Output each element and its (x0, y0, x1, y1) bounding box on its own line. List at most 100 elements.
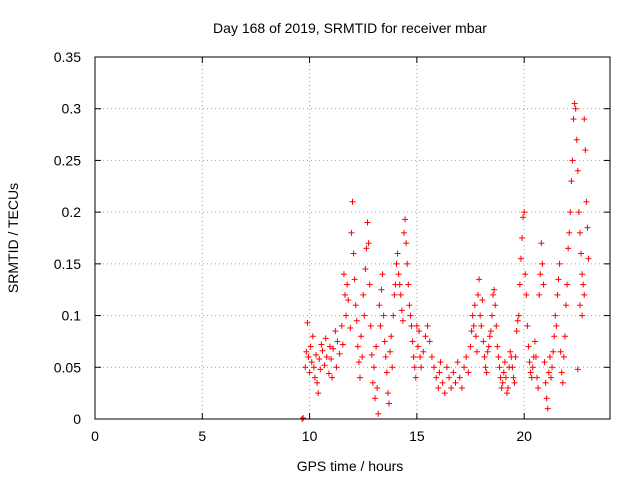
data-point (528, 374, 535, 381)
data-point (374, 384, 381, 391)
data-point (394, 250, 401, 257)
data-point (435, 384, 442, 391)
data-point (398, 307, 405, 314)
data-point (334, 338, 341, 345)
data-point (513, 328, 520, 335)
data-point (303, 348, 310, 355)
data-point (568, 178, 575, 185)
data-point (452, 379, 459, 386)
data-point (325, 370, 332, 377)
data-point (443, 364, 450, 371)
data-point (340, 271, 347, 278)
data-point (353, 317, 360, 324)
data-point (555, 276, 562, 283)
data-point (571, 100, 578, 107)
data-point (375, 410, 382, 417)
data-point (363, 245, 370, 252)
y-tick-labels: 0 0.05 0.1 0.15 0.2 0.25 0.3 0.35 (54, 49, 81, 427)
data-point (507, 348, 514, 355)
data-point (500, 369, 507, 376)
data-point (522, 271, 529, 278)
data-point (454, 359, 461, 366)
data-point (410, 353, 417, 360)
data-point (383, 369, 390, 376)
data-point (582, 147, 589, 154)
data-point (339, 341, 346, 348)
data-point (413, 322, 420, 329)
data-point (357, 374, 364, 381)
data-point (481, 353, 488, 360)
data-point (439, 379, 446, 386)
data-point (516, 281, 523, 288)
data-point (547, 374, 554, 381)
data-point (529, 364, 536, 371)
x-tick-label: 20 (516, 428, 532, 444)
data-point (576, 229, 583, 236)
data-point (336, 350, 343, 357)
data-point (450, 369, 457, 376)
data-point (326, 343, 333, 350)
data-point (369, 379, 376, 386)
data-point (388, 333, 395, 340)
data-point (406, 302, 413, 309)
data-point (482, 364, 489, 371)
y-tick-label: 0.3 (62, 101, 82, 117)
data-point (556, 260, 563, 267)
y-tick-label: 0.15 (54, 256, 81, 272)
data-point (579, 271, 586, 278)
data-point (367, 322, 374, 329)
data-point (579, 312, 586, 319)
data-point (431, 364, 438, 371)
data-point (402, 216, 409, 223)
data-point (306, 369, 313, 376)
data-point (384, 390, 391, 397)
data-point (313, 351, 320, 358)
data-point (396, 281, 403, 288)
data-point (401, 229, 407, 236)
data-point (300, 414, 307, 421)
x-axis-label: GPS time / hours (297, 458, 404, 474)
data-point (471, 302, 478, 309)
data-point (511, 379, 518, 386)
data-point (302, 364, 309, 371)
data-point (477, 312, 484, 319)
data-point (395, 271, 402, 278)
data-point (550, 348, 557, 355)
data-point (304, 319, 311, 326)
data-point (317, 366, 324, 373)
data-point (576, 302, 583, 309)
data-point (510, 374, 517, 381)
data-point (534, 374, 541, 381)
data-point (484, 348, 491, 355)
data-point (458, 384, 465, 391)
data-point (564, 281, 571, 288)
data-point (393, 260, 400, 267)
data-point (448, 384, 455, 391)
data-point (365, 240, 372, 247)
data-point (537, 271, 544, 278)
data-point (355, 359, 362, 366)
data-point (561, 333, 568, 340)
data-point (496, 364, 503, 371)
data-point (574, 366, 581, 373)
data-point (385, 400, 392, 407)
data-point (441, 390, 448, 397)
data-point (488, 312, 495, 319)
data-point (433, 374, 440, 381)
x-tick-label: 5 (198, 428, 206, 444)
data-point (531, 338, 538, 345)
data-point (554, 291, 561, 298)
data-point (563, 302, 570, 309)
data-point (416, 328, 423, 335)
data-point (379, 271, 386, 278)
data-point (318, 341, 325, 348)
data-point (483, 369, 490, 376)
data-point (344, 281, 351, 288)
y-tick-label: 0.35 (54, 49, 81, 65)
plot-frame (94, 56, 611, 420)
data-point (498, 384, 505, 391)
data-point (538, 240, 545, 247)
data-point (354, 343, 361, 350)
data-point (463, 353, 470, 360)
